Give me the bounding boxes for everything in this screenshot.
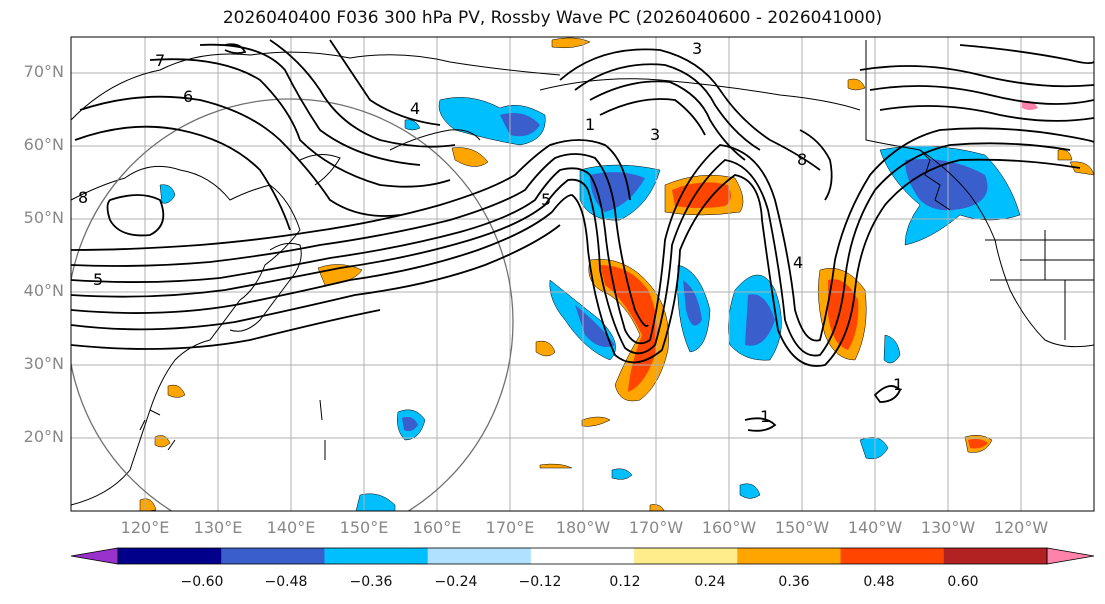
lat-label: 40°N <box>23 281 64 300</box>
colorbar-tick: −0.24 <box>434 574 478 590</box>
contour-label: 6 <box>183 87 193 106</box>
positive-anomaly-145w-core <box>828 279 859 350</box>
plot-title: 2026040400 F036 300 hPa PV, Rossby Wave … <box>222 8 883 28</box>
lat-label: 70°N <box>23 62 64 81</box>
lon-label: 140°W <box>847 518 903 537</box>
negative-anomaly-east-asia <box>159 184 176 204</box>
coastlines <box>71 40 1094 506</box>
contour-labels: 7 6 8 5 4 3 1 5 3 8 4 1 1 <box>78 39 903 426</box>
region-circle <box>71 98 514 511</box>
positive-anomaly-north <box>551 37 591 49</box>
negative-anomaly-170w-core <box>683 280 702 326</box>
lon-label: 160°E <box>412 518 462 537</box>
negative-anomaly-150w-core <box>745 294 775 346</box>
colorbar-tick: −0.48 <box>264 574 308 590</box>
colorbar-tick: −0.12 <box>518 574 562 590</box>
contour-label: 5 <box>93 270 103 289</box>
lat-label: 50°N <box>23 208 64 227</box>
contour-label: 3 <box>692 39 702 58</box>
pv-contours <box>71 39 1094 432</box>
lon-label: 120°W <box>993 518 1049 537</box>
contour-label: 1 <box>760 407 770 426</box>
lat-label: 30°N <box>23 354 64 373</box>
contour-label: 5 <box>541 190 551 209</box>
negative-anomaly-135w <box>859 437 889 460</box>
contour-label: 1 <box>893 375 903 394</box>
colorbar-tick: 0.12 <box>609 574 641 590</box>
positive-anomaly-kuril <box>451 147 489 167</box>
contour-label: 7 <box>155 51 165 70</box>
lon-label: 130°E <box>193 518 243 537</box>
lon-label: 170°E <box>485 518 535 537</box>
map-frame <box>70 36 1095 512</box>
lat-label: 20°N <box>23 427 64 446</box>
contour-label: 8 <box>78 188 88 207</box>
contour-label: 8 <box>797 150 807 169</box>
lon-label: 160°W <box>701 518 757 537</box>
graticule <box>71 37 1094 511</box>
negative-anomaly-south <box>355 493 396 511</box>
colorbar-tick: 0.36 <box>778 574 810 590</box>
contour-label: 3 <box>650 125 660 144</box>
lon-label: 120°E <box>120 518 170 537</box>
lon-label: 130°W <box>920 518 976 537</box>
colorbar-tick: 0.48 <box>863 574 895 590</box>
colorbar-tick: −0.36 <box>349 574 393 590</box>
positive-anomaly-160w-core <box>672 182 731 208</box>
contour-label: 4 <box>793 253 803 272</box>
negative-anomaly-central-core <box>575 305 615 348</box>
colorbar-tick: 0.24 <box>694 574 726 590</box>
negative-anomaly-dateline-core <box>590 172 645 212</box>
lon-label: 180°W <box>555 518 611 537</box>
contour-label: 1 <box>585 115 595 134</box>
colorbar-tick: −0.60 <box>180 574 224 590</box>
lat-label: 60°N <box>23 135 64 154</box>
lon-label: 150°E <box>339 518 389 537</box>
lon-label: 170°W <box>628 518 684 537</box>
lon-label: 140°E <box>266 518 316 537</box>
contour-label: 4 <box>410 99 420 118</box>
colorbar-tick: 0.60 <box>947 574 979 590</box>
lon-label: 150°W <box>774 518 830 537</box>
